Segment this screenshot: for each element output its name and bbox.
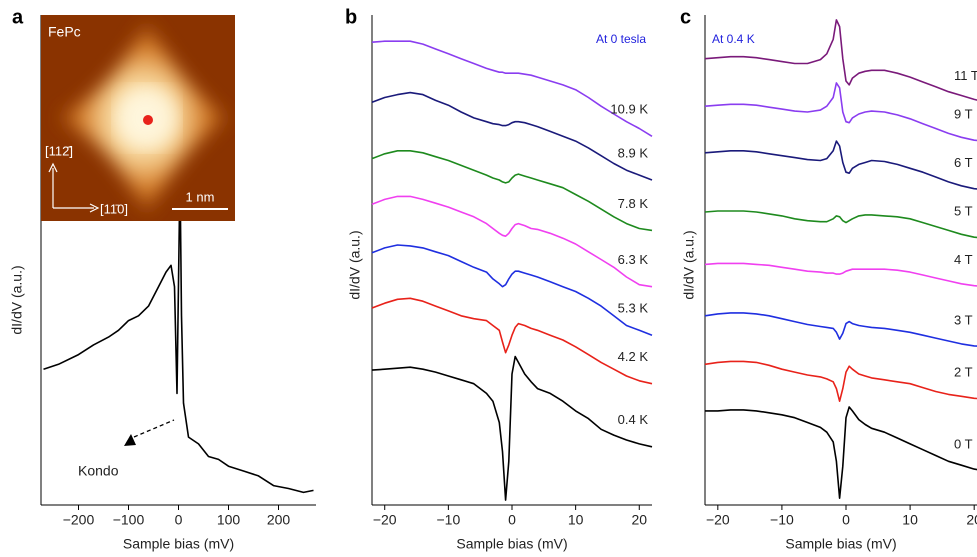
series-line xyxy=(704,82,977,142)
annotation: Kondo xyxy=(78,463,119,479)
series-line xyxy=(371,91,653,181)
tip-position xyxy=(143,115,153,125)
x-tick-label: −200 xyxy=(63,512,95,528)
panel-label: a xyxy=(12,6,24,28)
series-label: 0.4 K xyxy=(618,412,649,427)
series-label: 5.3 K xyxy=(618,301,649,316)
x-tick-label: −100 xyxy=(113,512,145,528)
series-label: 6.3 K xyxy=(618,252,649,267)
x-tick-label: 20 xyxy=(966,512,977,528)
series-label: 2 T xyxy=(954,365,973,380)
series-label: 11 T xyxy=(954,68,977,83)
panel-label: b xyxy=(345,6,357,28)
series-line xyxy=(371,297,653,385)
series-line xyxy=(371,355,653,501)
series-label: 6 T xyxy=(954,155,973,170)
kondo-annotation: Kondo xyxy=(78,419,175,479)
x-tick-label: −20 xyxy=(373,512,397,528)
x-axis-label: Sample bias (mV) xyxy=(785,536,896,552)
x-tick-label: −20 xyxy=(706,512,730,528)
annotation: At 0.4 K xyxy=(712,32,755,46)
inset-image: FePc [112̄] [11̄0] 1 nm xyxy=(41,15,235,221)
y-axis-label: dI/dV (a.u.) xyxy=(681,230,697,299)
series-label: 4.2 K xyxy=(618,349,649,364)
x-tick-label: 0 xyxy=(175,512,183,528)
annotation: At 0 tesla xyxy=(596,32,646,46)
x-tick-label: 10 xyxy=(902,512,918,528)
series-line xyxy=(705,406,977,499)
arrow-head xyxy=(48,162,58,173)
series-label: 3 T xyxy=(954,312,973,327)
annotation-arrow xyxy=(124,434,136,446)
series-line xyxy=(43,171,314,494)
series-line xyxy=(704,210,977,239)
x-axis-label: Sample bias (mV) xyxy=(456,536,567,552)
x-tick-label: 200 xyxy=(267,512,291,528)
series-label: 0 T xyxy=(954,436,973,451)
x-tick-label: 100 xyxy=(217,512,241,528)
x-tick-label: −10 xyxy=(436,512,460,528)
arrow-head xyxy=(89,203,100,213)
series-label: 8.9 K xyxy=(618,145,649,160)
y-axis-label: dI/dV (a.u.) xyxy=(9,265,25,334)
series-label: 5 T xyxy=(954,204,973,219)
x-tick-label: −10 xyxy=(770,512,794,528)
series-line xyxy=(371,40,653,137)
series-line xyxy=(704,360,977,402)
panel-label: c xyxy=(680,6,691,28)
series-label: 4 T xyxy=(954,252,973,267)
series-line xyxy=(704,312,977,347)
inset-axis-label: [11̄0] xyxy=(100,201,128,216)
x-axis-label: Sample bias (mV) xyxy=(123,536,234,552)
series-line xyxy=(704,262,977,287)
series-line xyxy=(704,140,977,190)
series-label: 9 T xyxy=(954,107,973,122)
series-label: 7.8 K xyxy=(618,196,649,211)
series-label: 10.9 K xyxy=(610,102,648,117)
scale-bar-label: 1 nm xyxy=(186,189,215,204)
x-tick-label: 0 xyxy=(508,512,516,528)
series-line xyxy=(371,150,653,232)
x-tick-label: 0 xyxy=(842,512,850,528)
series-line xyxy=(704,19,977,101)
series-line xyxy=(371,195,653,288)
x-tick-label: 10 xyxy=(568,512,584,528)
inset-axis-label: [112̄] xyxy=(45,143,73,158)
series-line xyxy=(371,244,653,336)
annotation-line xyxy=(133,419,175,438)
x-tick-label: 20 xyxy=(631,512,647,528)
y-axis-label: dI/dV (a.u.) xyxy=(347,230,363,299)
inset-title: FePc xyxy=(48,24,81,40)
